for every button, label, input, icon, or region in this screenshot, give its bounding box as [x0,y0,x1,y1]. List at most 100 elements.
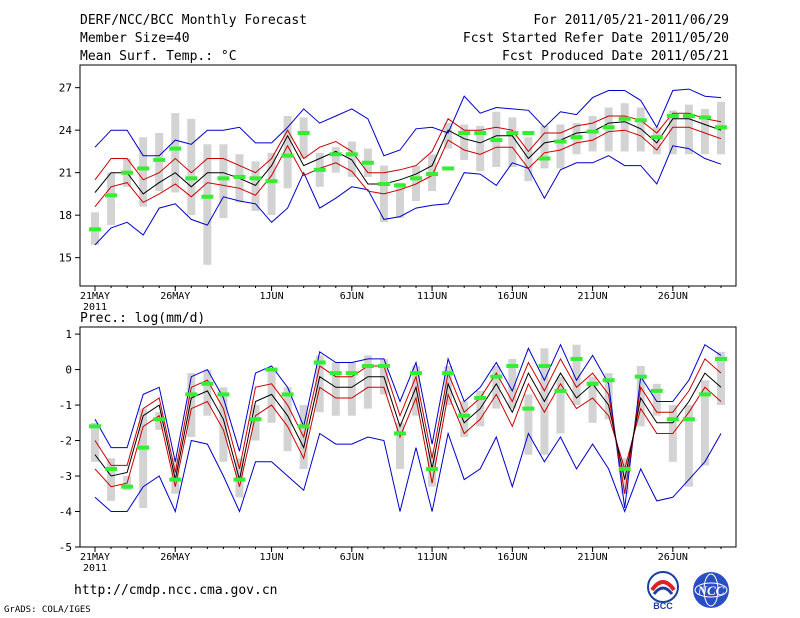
x-tick-label: 26JUN [658,552,688,563]
observed-marker [554,139,567,144]
ensemble-box [139,137,148,207]
y-tick-label: -1 [59,399,72,412]
observed-marker [698,392,711,397]
observed-marker [650,135,663,140]
ensemble-box [412,366,421,416]
observed-marker [361,160,374,165]
y-tick-label: -4 [59,506,73,519]
observed-marker [715,125,727,130]
ncc-logo: NCC [693,572,729,608]
observed-marker [345,152,358,157]
observed-marker [121,484,134,489]
ensemble-box [107,172,116,226]
ensemble-box [556,124,565,169]
observed-marker [169,146,182,151]
series-line-upper-spread [94,112,722,181]
ensemble-box [155,133,164,192]
ncc-logo-text: NCC [697,583,725,598]
observed-marker [185,392,198,397]
y-tick-label: 21 [59,167,72,180]
ensemble-box [251,161,260,211]
y-tick-label: 27 [59,82,72,95]
observed-marker [682,114,695,118]
ensemble-box [315,355,324,413]
observed-marker [602,125,615,130]
x-tick-label: 6JUN [340,552,364,563]
ensemble-box [395,182,404,218]
bcc-logo: BCC [647,571,679,610]
ensemble-box [203,369,212,416]
series-line-ensemble-max [94,88,722,157]
observed-marker [490,374,503,379]
observed-marker [666,417,679,422]
ensemble-box [251,405,260,441]
ensemble-box [508,358,517,409]
ensemble-box [171,458,180,494]
ensemble-box [717,351,725,406]
observed-marker [522,131,535,135]
observed-marker [554,388,567,393]
ensemble-box [331,362,340,416]
observed-marker [233,477,246,482]
x-tick-label: 26MAY [160,291,190,302]
series-line-ensemble-mean [94,371,722,480]
observed-marker [474,131,487,135]
variable-label: Mean Surf. Temp.: °C [80,49,237,64]
observed-marker [666,114,679,118]
bcc-logo-text: BCC [653,601,673,610]
observed-marker [153,157,166,162]
ensemble-box [556,376,565,434]
observed-marker [426,466,439,471]
x-tick-label: 16JUN [497,552,527,563]
observed-marker [217,392,230,397]
observed-marker [490,138,503,143]
observed-marker [410,176,423,181]
grads-credit: GrADS: COLA/IGES [4,605,91,615]
ensemble-box [444,123,453,149]
observed-marker [377,364,390,369]
ensemble-box [684,405,693,487]
ensemble-box [299,117,308,159]
observed-marker [201,194,214,199]
ensemble-box [700,108,709,155]
observed-marker [522,406,535,411]
produced-date: Fcst Produced Date 2011/05/21 [502,49,729,64]
ensemble-box [492,366,501,409]
x-tick-label: 11JUN [417,552,447,563]
ensemble-box [668,110,677,155]
series-line-ensemble-mean [94,118,722,195]
observed-marker [329,152,342,157]
observed-marker [442,371,455,376]
series-line-lower-spread [94,126,722,208]
ensemble-box [219,387,228,462]
source-url[interactable]: http://cmdp.ncc.cma.gov.cn [74,583,278,598]
ensemble-box [283,387,292,452]
ensemble-box [187,118,196,216]
observed-marker [89,227,101,232]
observed-marker [570,356,583,361]
observed-marker [121,170,134,175]
observed-marker [586,129,599,134]
member-size: Member Size=40 [80,31,190,46]
ensemble-box [508,117,517,167]
ensemble-box [620,458,629,494]
observed-marker [233,174,246,179]
observed-marker [265,367,278,372]
ensemble-box [636,366,645,427]
observed-marker [634,118,647,123]
x-tick-label: 6JUN [340,291,364,302]
ensemble-box [331,147,340,173]
observed-marker [105,193,118,198]
observed-marker [281,392,294,397]
observed-marker [313,360,326,365]
ensemble-box [684,104,693,155]
observed-marker [506,364,519,369]
observed-marker [426,172,439,177]
plot-frame [79,64,737,287]
chart-title: DERF/NCC/BCC Monthly Forecast [80,13,307,28]
observed-marker [265,179,278,184]
observed-marker [137,166,150,171]
observed-marker [297,131,310,135]
precip-title: Prec.: log(mm/d) [80,311,205,326]
